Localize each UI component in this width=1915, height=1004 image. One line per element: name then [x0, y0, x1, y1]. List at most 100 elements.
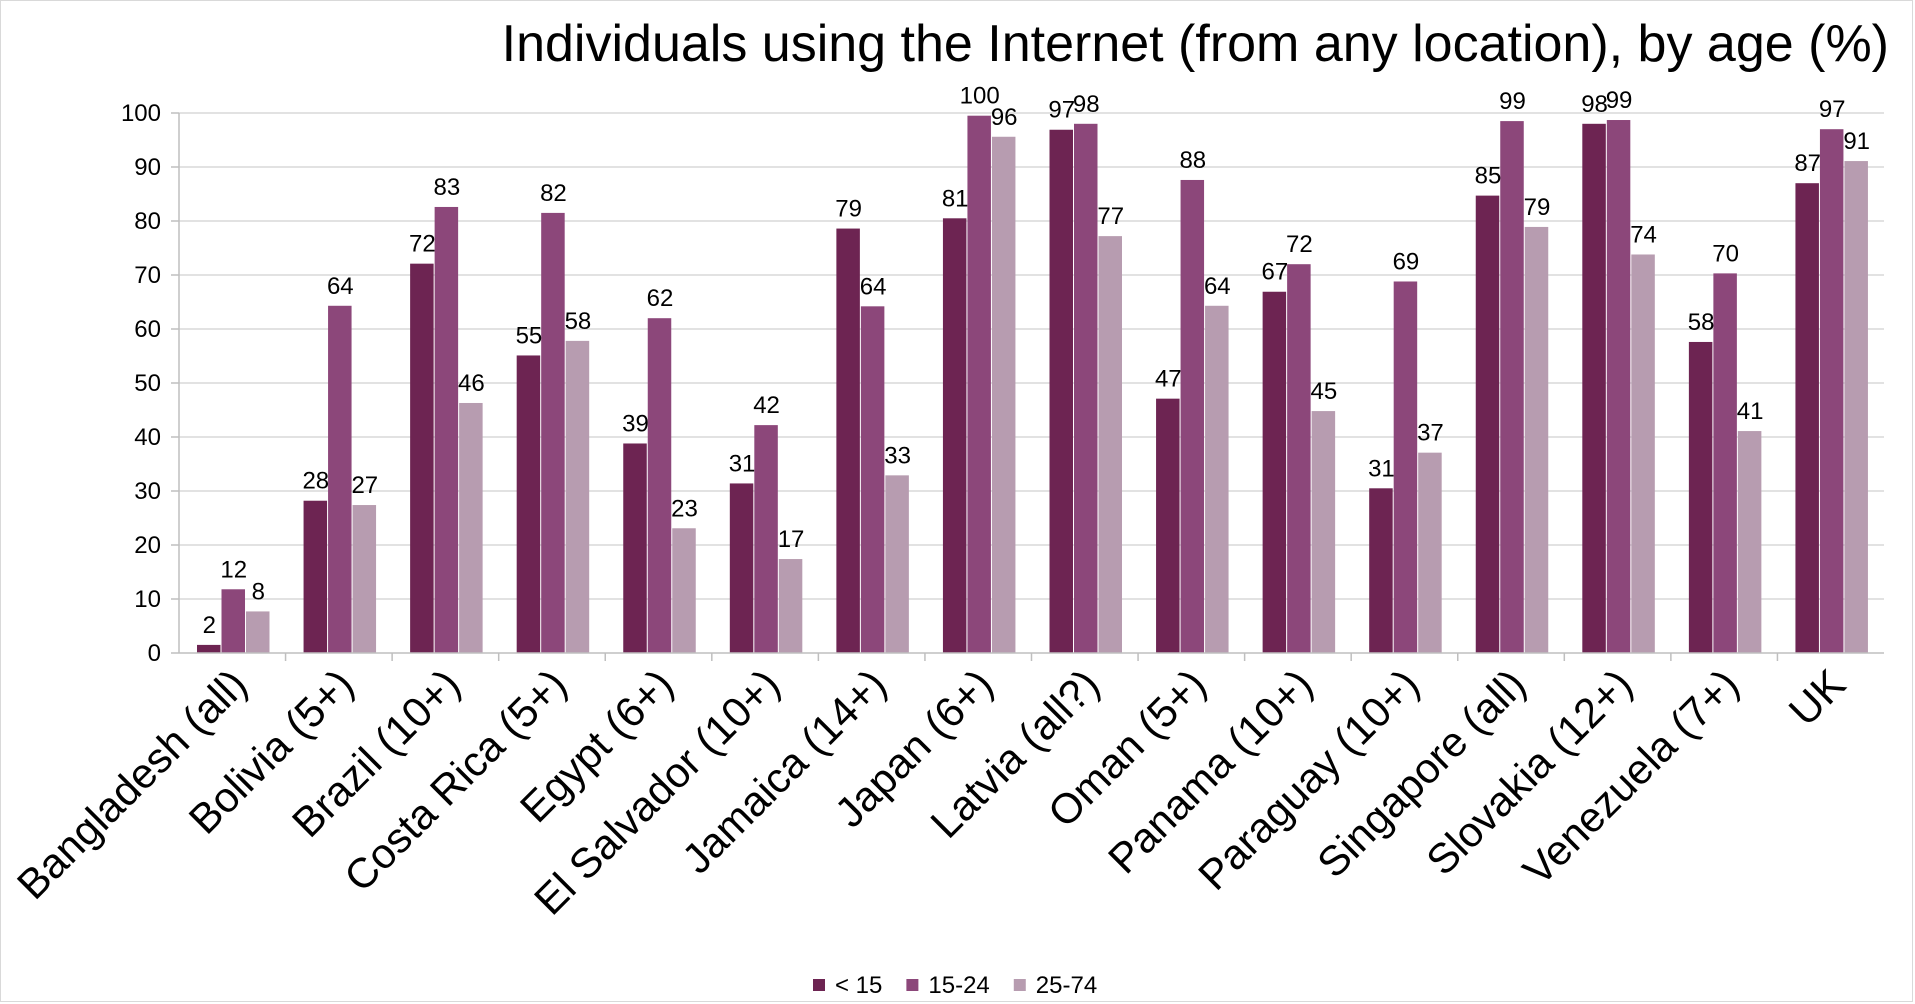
data-label: 23 [671, 495, 698, 522]
bar [1795, 183, 1819, 653]
data-label: 33 [884, 442, 911, 469]
data-label: 97 [1048, 97, 1075, 124]
legend-swatch [906, 979, 919, 991]
bar [778, 559, 803, 653]
data-label: 99 [1606, 87, 1633, 114]
bar [328, 305, 352, 653]
data-label: 79 [835, 196, 862, 223]
bar [303, 500, 328, 653]
data-label: 72 [1286, 231, 1313, 258]
data-label: 77 [1097, 203, 1124, 230]
bar [516, 355, 541, 653]
y-tick-label: 40 [134, 424, 161, 451]
data-label: 31 [1368, 455, 1395, 482]
legend-label: 15-24 [928, 972, 989, 999]
data-label: 99 [1499, 88, 1526, 115]
bar [459, 402, 483, 653]
data-label: 45 [1311, 378, 1338, 405]
bar [967, 115, 991, 653]
bar [410, 263, 434, 653]
bar [991, 136, 1016, 653]
data-label: 64 [860, 273, 887, 300]
bar [1737, 431, 1762, 653]
bar [1500, 121, 1524, 654]
y-tick-label: 30 [134, 478, 161, 505]
data-label: 42 [753, 392, 780, 419]
data-label: 88 [1179, 147, 1206, 174]
bar [647, 318, 672, 653]
data-label: 62 [647, 285, 674, 312]
bar [942, 218, 967, 654]
bar [1844, 161, 1868, 653]
y-tick-label: 0 [148, 640, 161, 667]
data-label: 58 [1688, 309, 1715, 336]
data-label: 55 [516, 322, 543, 349]
bars-layer [197, 115, 1868, 654]
data-label: 69 [1393, 248, 1420, 275]
bar [885, 475, 909, 653]
data-label: 83 [434, 174, 461, 201]
y-tick-label: 50 [134, 370, 161, 397]
y-tick-label: 60 [134, 316, 161, 343]
data-label: 17 [778, 526, 805, 553]
y-tick-label: 80 [134, 208, 161, 235]
data-label: 2 [203, 612, 216, 639]
bar [197, 644, 221, 653]
bar [1369, 488, 1393, 653]
data-label: 97 [1819, 96, 1846, 123]
data-label: 46 [458, 370, 485, 397]
y-tick-label: 90 [134, 154, 161, 181]
data-label: 8 [252, 578, 265, 605]
bar [672, 528, 696, 653]
data-label: 100 [960, 83, 1000, 110]
bar [1819, 129, 1844, 653]
data-label: 70 [1712, 240, 1739, 267]
data-label: 47 [1155, 366, 1182, 393]
data-labels-layer: 2 28 72 55 39 31 79 81 97 47 67 31 85 98 58 87 12 64 83 82 6… [203, 83, 1870, 639]
bar [1262, 291, 1287, 653]
legend-label: 25-74 [1036, 972, 1097, 999]
bar [1205, 305, 1229, 653]
bar [1475, 195, 1500, 653]
bar [860, 306, 885, 653]
data-label: 85 [1475, 163, 1502, 190]
data-label: 27 [351, 472, 378, 499]
y-tick-label: 20 [134, 532, 161, 559]
legend: < 15 15-24 25-74 [813, 972, 1097, 999]
data-label: 74 [1630, 221, 1657, 248]
data-label: 81 [942, 185, 969, 212]
bar [1688, 341, 1713, 653]
data-label: 28 [302, 468, 329, 495]
legend-label: < 15 [835, 972, 882, 999]
data-label: 82 [540, 180, 567, 207]
bar [729, 483, 754, 653]
legend-swatch [813, 979, 825, 991]
data-label: 67 [1262, 259, 1289, 286]
bar [1606, 120, 1631, 653]
bar [1631, 254, 1655, 654]
data-label: 96 [991, 104, 1018, 131]
legend-swatch [1013, 979, 1026, 991]
data-label: 41 [1737, 398, 1764, 425]
data-label: 12 [220, 556, 247, 583]
data-label: 64 [327, 273, 354, 300]
bar [1311, 411, 1336, 653]
data-label: 98 [1073, 91, 1100, 118]
y-tick-label: 100 [121, 100, 161, 127]
bar [1156, 398, 1180, 653]
bar [246, 611, 270, 653]
bar [221, 589, 245, 653]
bar [541, 212, 565, 653]
bar [623, 443, 647, 653]
bar [1180, 179, 1205, 653]
y-tick-label: 10 [134, 586, 161, 613]
bar [1393, 281, 1418, 653]
data-label: 58 [565, 308, 592, 335]
bar [1074, 123, 1098, 654]
bar [1418, 452, 1442, 653]
x-tick-label: UK [1780, 660, 1855, 735]
data-label: 64 [1204, 273, 1231, 300]
y-tick-label: 70 [134, 262, 161, 289]
